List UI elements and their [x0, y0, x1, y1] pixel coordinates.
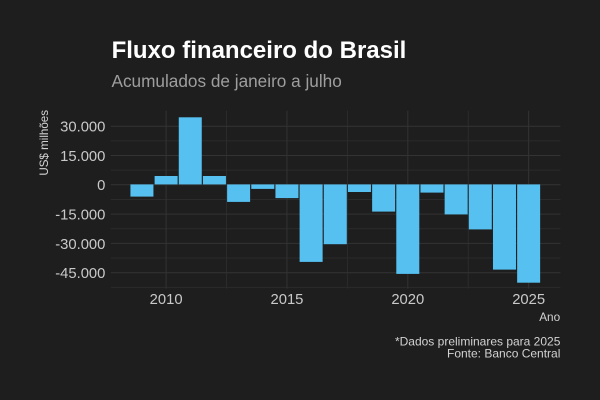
- svg-text:-30.000: -30.000: [55, 237, 105, 253]
- svg-text:Fonte: Banco Central: Fonte: Banco Central: [447, 346, 560, 360]
- svg-text:15.000: 15.000: [60, 149, 105, 165]
- svg-text:2020: 2020: [391, 292, 424, 308]
- svg-text:-45.000: -45.000: [55, 266, 105, 282]
- svg-text:0: 0: [97, 178, 105, 194]
- svg-text:30.000: 30.000: [60, 120, 105, 136]
- svg-text:*Dados preliminares para 2025: *Dados preliminares para 2025: [395, 335, 561, 349]
- svg-text:Fluxo financeiro do Brasil: Fluxo financeiro do Brasil: [112, 37, 407, 64]
- svg-text:Ano: Ano: [539, 310, 560, 324]
- svg-text:2010: 2010: [150, 292, 183, 308]
- svg-text:-15.000: -15.000: [55, 208, 105, 224]
- svg-text:2025: 2025: [512, 292, 545, 308]
- svg-text:US$ milhões: US$ milhões: [38, 110, 51, 176]
- svg-text:2015: 2015: [270, 292, 303, 308]
- svg-text:Acumulados de janeiro a julho: Acumulados de janeiro a julho: [112, 71, 342, 91]
